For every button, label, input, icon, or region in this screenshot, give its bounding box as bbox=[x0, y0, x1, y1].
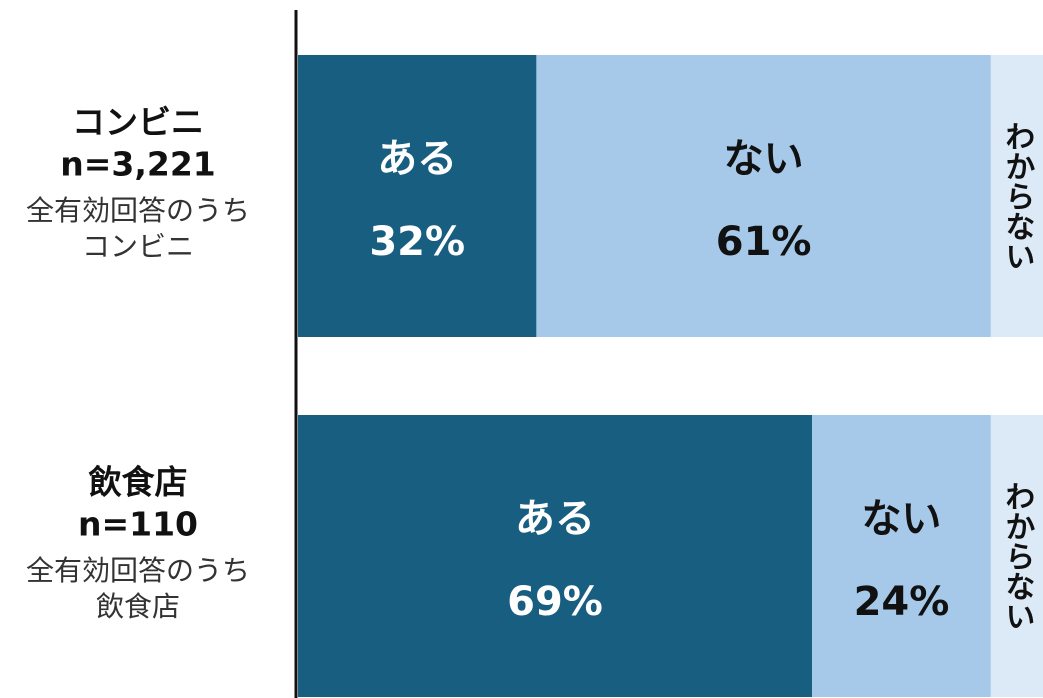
sub-label: コンビニ bbox=[82, 230, 194, 263]
value-label: 32% bbox=[369, 219, 465, 265]
sub-label: 飲食店 bbox=[96, 590, 180, 623]
segment-name: ない bbox=[861, 496, 941, 542]
bar-segment bbox=[990, 55, 1043, 337]
bar-segment bbox=[298, 55, 537, 337]
segment-name: ある bbox=[515, 496, 595, 542]
bar-segment bbox=[298, 415, 813, 697]
value-label: 24% bbox=[854, 579, 950, 625]
segment-name: ない bbox=[724, 136, 804, 182]
value-label: 61% bbox=[716, 219, 812, 265]
n-label: n=110 bbox=[78, 505, 198, 544]
bar-segment bbox=[990, 415, 1043, 697]
value-label: 69% bbox=[507, 579, 603, 625]
segment-name: わからない bbox=[999, 121, 1034, 271]
segment-name: わからない bbox=[999, 481, 1034, 631]
sub-label: 全有効回答のうち bbox=[26, 194, 250, 227]
sub-label: 全有効回答のうち bbox=[26, 554, 250, 587]
bar-segment bbox=[812, 415, 991, 697]
bar-segment bbox=[536, 55, 991, 337]
category-label: 飲食店 bbox=[89, 463, 188, 502]
segment-name: ある bbox=[377, 136, 457, 182]
n-label: n=3,221 bbox=[60, 145, 216, 184]
category-label: コンビニ bbox=[72, 103, 204, 142]
